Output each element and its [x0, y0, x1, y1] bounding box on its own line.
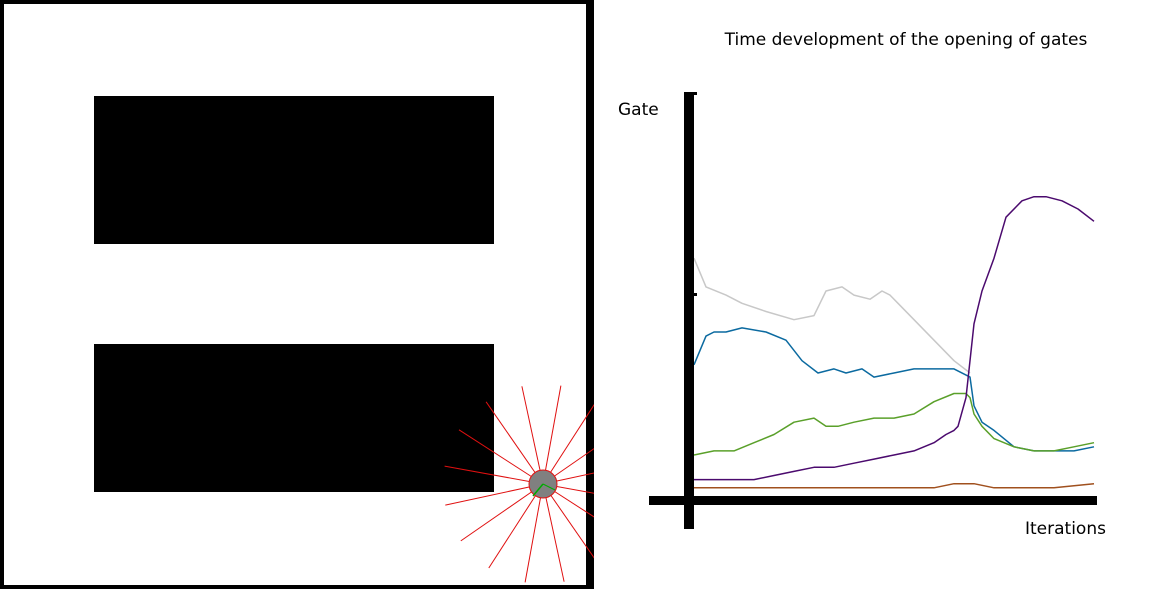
sensor-ray: [542, 483, 565, 582]
x-axis-label: Iterations: [1025, 519, 1106, 539]
y-axis-label: Gate: [618, 100, 659, 120]
arena-wall-top: [0, 0, 594, 4]
arena-wall-bottom: [0, 585, 594, 589]
series-line-3: [693, 392, 1095, 456]
series-layer: [693, 195, 1095, 489]
sensor-ray: [458, 429, 544, 485]
series-line-5: [694, 482, 1095, 489]
x-axis: [649, 496, 1097, 505]
robot-arena: [0, 0, 594, 589]
y-axis-tick-mid: [692, 293, 697, 296]
gate-chart: Time development of the opening of gates…: [618, 30, 1106, 539]
arena-background: [0, 0, 594, 589]
series-line-4: [694, 195, 1095, 481]
sensor-ray: [542, 483, 594, 494]
chart-title: Time development of the opening of gates: [724, 30, 1088, 50]
robot-heading-icon: [532, 483, 544, 497]
arena-wall-right: [586, 0, 594, 589]
y-axis: [684, 92, 694, 529]
arena-wall-left: [0, 0, 4, 589]
sensor-ray: [542, 472, 594, 485]
sensor-ray: [542, 385, 562, 485]
sensor-ray: [542, 404, 594, 485]
sensor-ray: [444, 465, 544, 485]
sensor-ray: [460, 483, 544, 542]
obstacle-lower: [94, 344, 494, 492]
sensor-rays: [444, 385, 594, 583]
robot-heading-icon-2: [542, 483, 556, 491]
y-axis-tick-top: [692, 92, 697, 95]
series-line-2: [693, 327, 1095, 452]
sensor-ray: [485, 401, 544, 485]
obstacle-upper: [94, 96, 494, 244]
sensor-ray: [445, 483, 544, 506]
sensor-ray: [542, 483, 594, 559]
sensor-ray: [542, 483, 594, 518]
sensor-ray: [542, 448, 594, 485]
sensor-ray: [488, 483, 544, 569]
sensor-ray: [521, 386, 544, 485]
sensor-ray: [524, 483, 544, 583]
series-line-1: [693, 257, 971, 374]
